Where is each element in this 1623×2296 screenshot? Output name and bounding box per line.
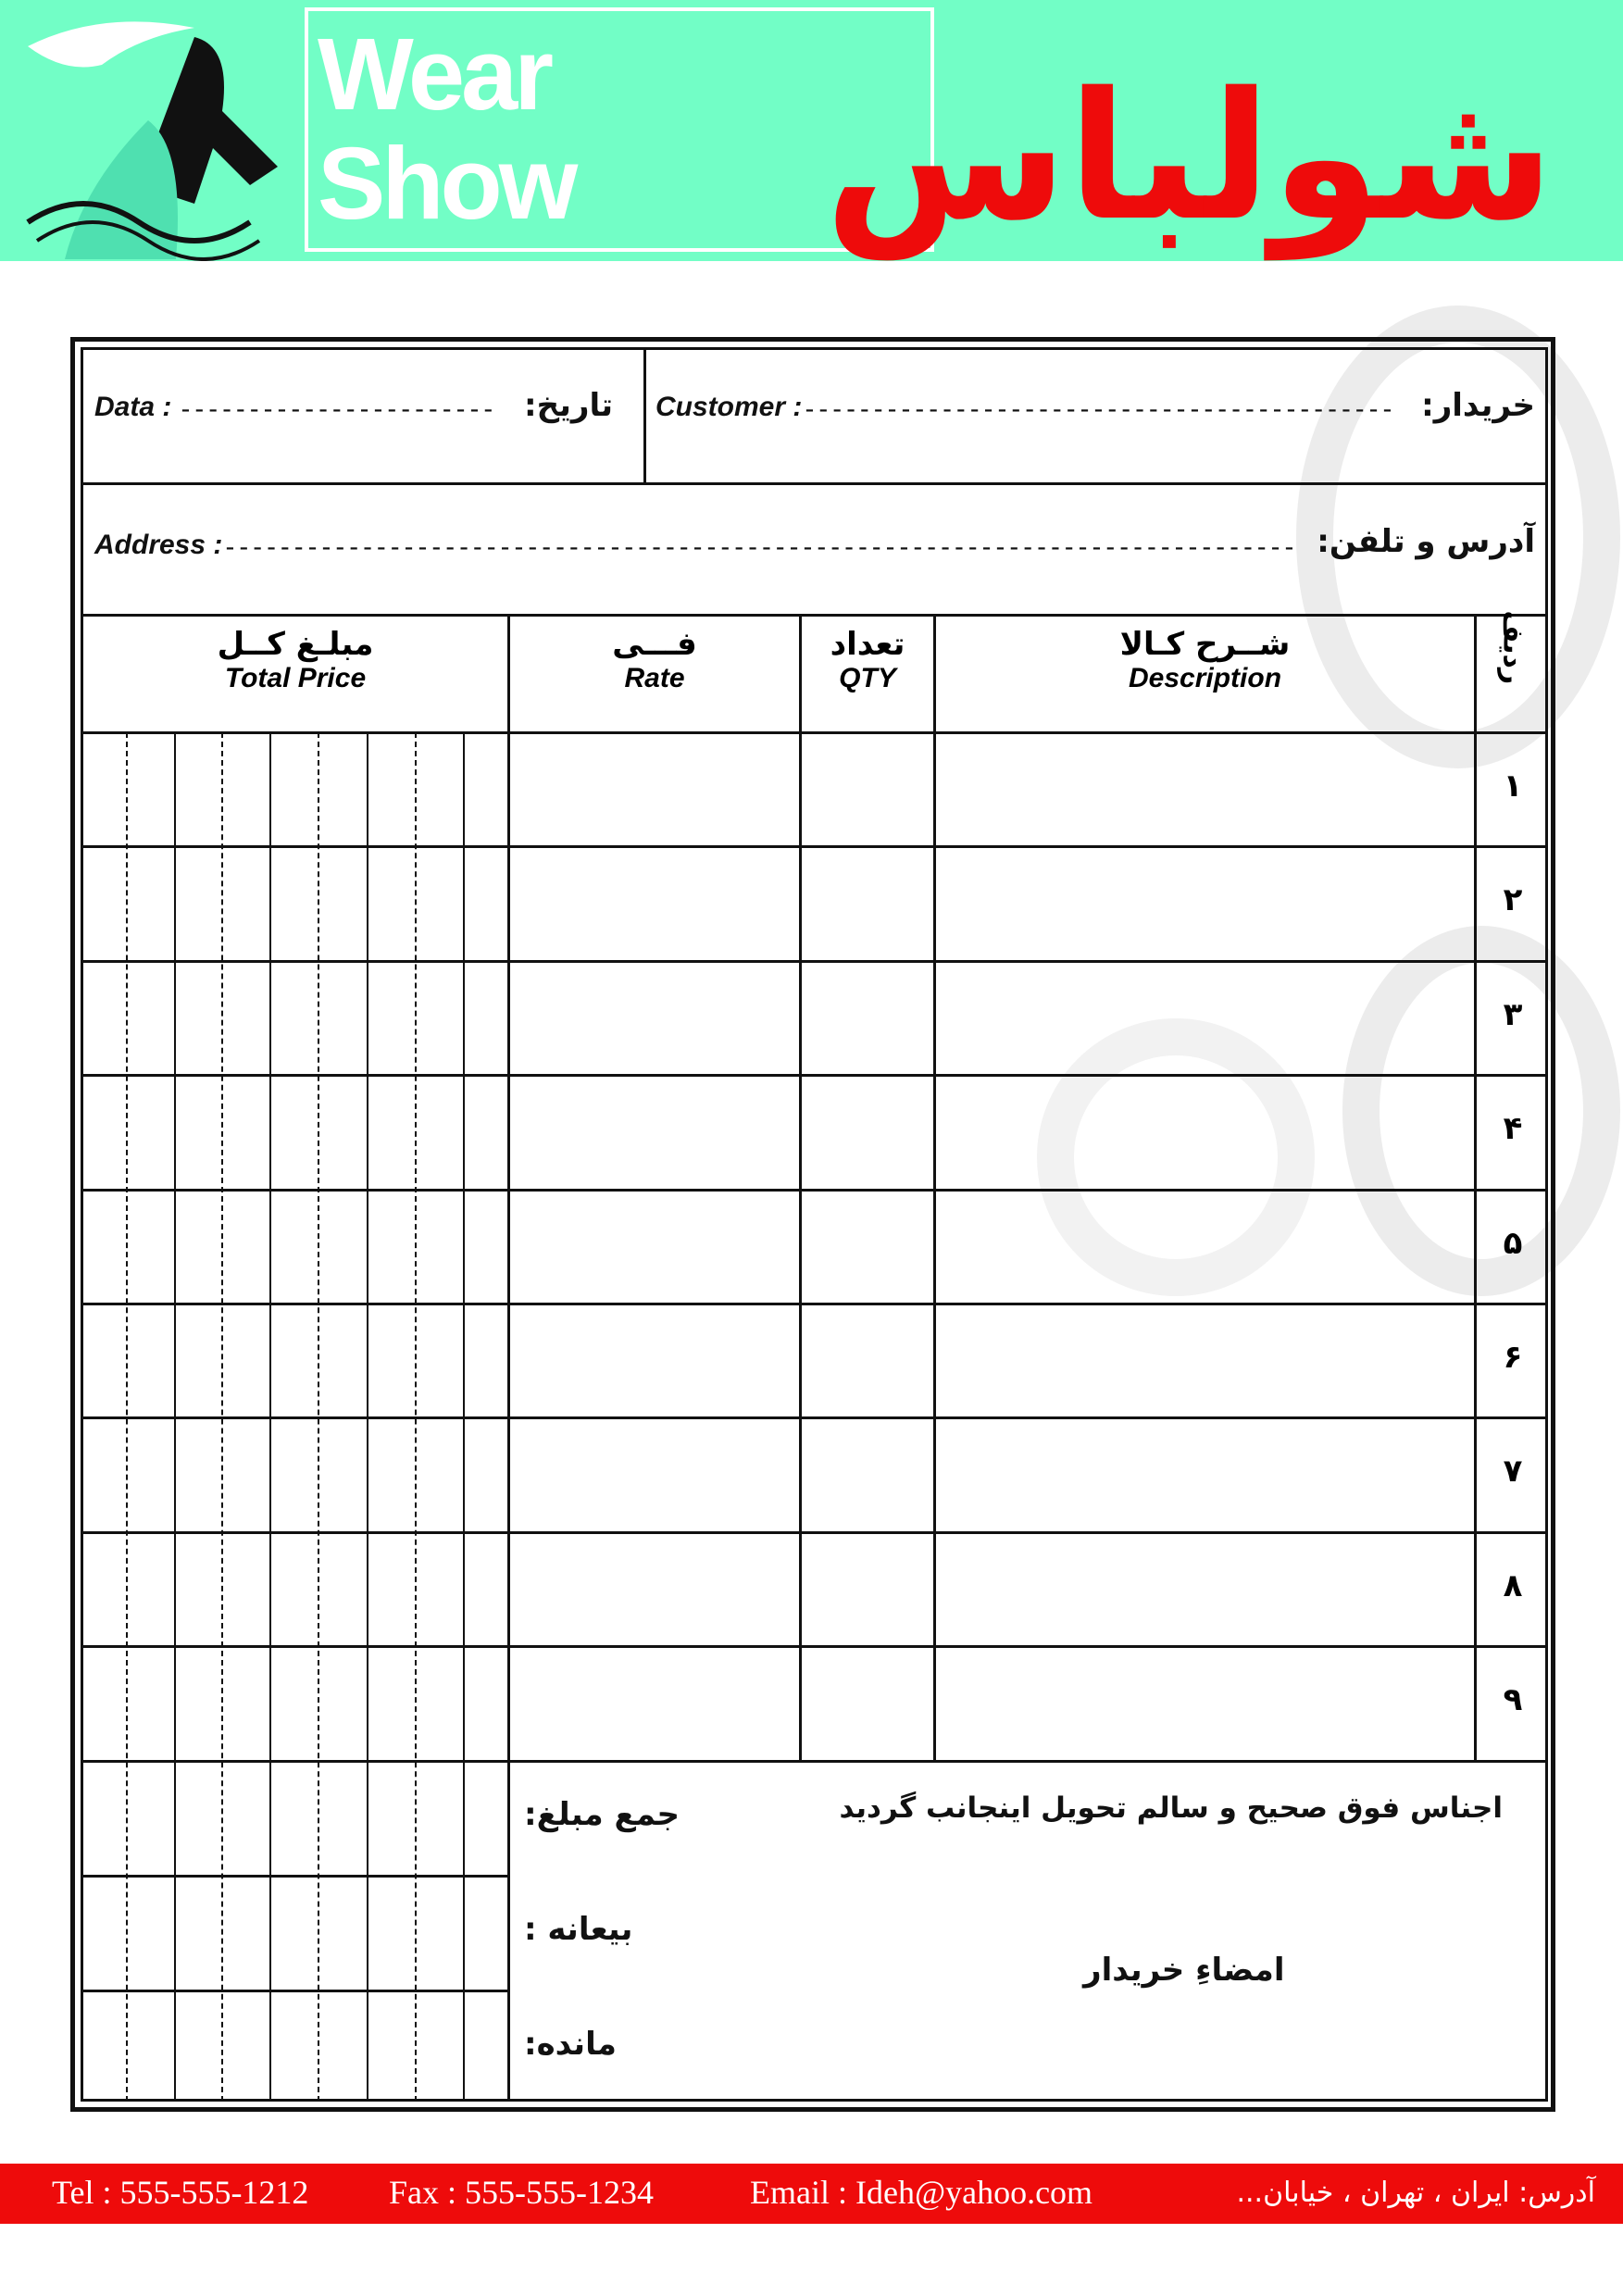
col-header-row-number: ردیف xyxy=(1496,610,1529,685)
row-divider xyxy=(81,1303,1548,1305)
invoice-frame xyxy=(70,337,1555,2112)
total-price-digit-divider xyxy=(463,732,465,2102)
total-price-digit-divider xyxy=(269,732,271,2102)
footer-contact-bar: Tel : 555-555-1212 Fax : 555-555-1234 Em… xyxy=(0,2164,1623,2224)
row-divider xyxy=(81,1990,508,1992)
row-number: ۲ xyxy=(1503,881,1523,919)
footer-tel: Tel : 555-555-1212 xyxy=(52,2174,309,2211)
col-header-rate: فـــی Rate xyxy=(612,626,697,693)
total-price-digit-divider xyxy=(221,732,223,2102)
row-number: ۱ xyxy=(1503,767,1523,805)
row-divider xyxy=(81,1760,1548,1763)
column-divider xyxy=(799,615,802,1761)
date-label-fa: تاریخ: xyxy=(524,387,613,424)
total-price-digit-divider xyxy=(367,732,368,2102)
customer-field[interactable]: ----------------------------------------… xyxy=(802,393,1395,424)
row-number: ۵ xyxy=(1503,1224,1523,1262)
row-divider xyxy=(81,482,1548,485)
row-divider xyxy=(81,845,1548,849)
address-label-fa: آدرس و تلفن: xyxy=(1317,523,1535,560)
row-divider xyxy=(81,1416,1548,1420)
total-price-digit-divider xyxy=(174,732,176,2102)
row-number: ۳ xyxy=(1503,995,1523,1033)
column-divider xyxy=(933,615,936,1761)
total-amount-label: جمع مبلغ: xyxy=(524,1796,680,1833)
customer-label-en: Customer : xyxy=(655,392,803,422)
row-number: ۹ xyxy=(1503,1681,1523,1719)
address-field[interactable]: ----------------------------------------… xyxy=(222,531,1297,562)
column-divider xyxy=(643,347,646,483)
deposit-label: بیعانه : xyxy=(524,1911,633,1948)
col-header-qty: تعداد QTY xyxy=(830,626,905,693)
row-divider xyxy=(81,1530,1548,1534)
row-number: ۷ xyxy=(1503,1453,1523,1491)
row-divider xyxy=(81,1188,1548,1192)
row-divider xyxy=(81,1875,508,1878)
receipt-note: اجناس فوق صحیح و سالم تحویل اینجانب گردی… xyxy=(839,1791,1503,1825)
brand-logo-en: Wear Show xyxy=(305,7,934,252)
address-label-en: Address : xyxy=(94,530,223,560)
col-header-total-price: مبلـغ کــل Total Price xyxy=(217,626,374,693)
date-label-en: Data : xyxy=(94,392,172,422)
row-number: ۸ xyxy=(1503,1566,1523,1604)
column-divider xyxy=(507,615,510,2102)
row-divider xyxy=(81,614,1548,617)
remaining-label: مانده: xyxy=(524,2026,617,2063)
row-divider xyxy=(81,1645,1548,1649)
buyer-signature-label: امضاءِ خریدار xyxy=(1083,1952,1285,1989)
col-header-description: شــرح کـالا Description xyxy=(1119,626,1291,693)
invoice-table xyxy=(81,347,1548,2102)
fashion-model-illustration xyxy=(26,21,278,261)
total-price-digit-divider xyxy=(318,732,319,2102)
row-divider xyxy=(81,1074,1548,1078)
total-price-digit-divider xyxy=(126,732,128,2102)
row-number: ۴ xyxy=(1503,1110,1523,1148)
row-number: ۶ xyxy=(1503,1339,1523,1376)
total-price-digit-divider xyxy=(415,732,417,2102)
brand-logo-fa: شولباس xyxy=(824,55,1554,259)
footer-email[interactable]: Email : Ideh@yahoo.com xyxy=(750,2174,1093,2211)
footer-address: آدرس: ایران ، تهران ، خیابان... xyxy=(1236,2177,1595,2209)
header-band xyxy=(0,0,1623,261)
date-field[interactable]: ----------------------- xyxy=(178,393,496,424)
footer-fax: Fax : 555-555-1234 xyxy=(389,2174,654,2211)
row-divider xyxy=(81,731,1548,734)
row-divider xyxy=(81,959,1548,963)
customer-label-fa: خریدار: xyxy=(1421,387,1535,424)
column-divider xyxy=(1474,615,1477,1761)
